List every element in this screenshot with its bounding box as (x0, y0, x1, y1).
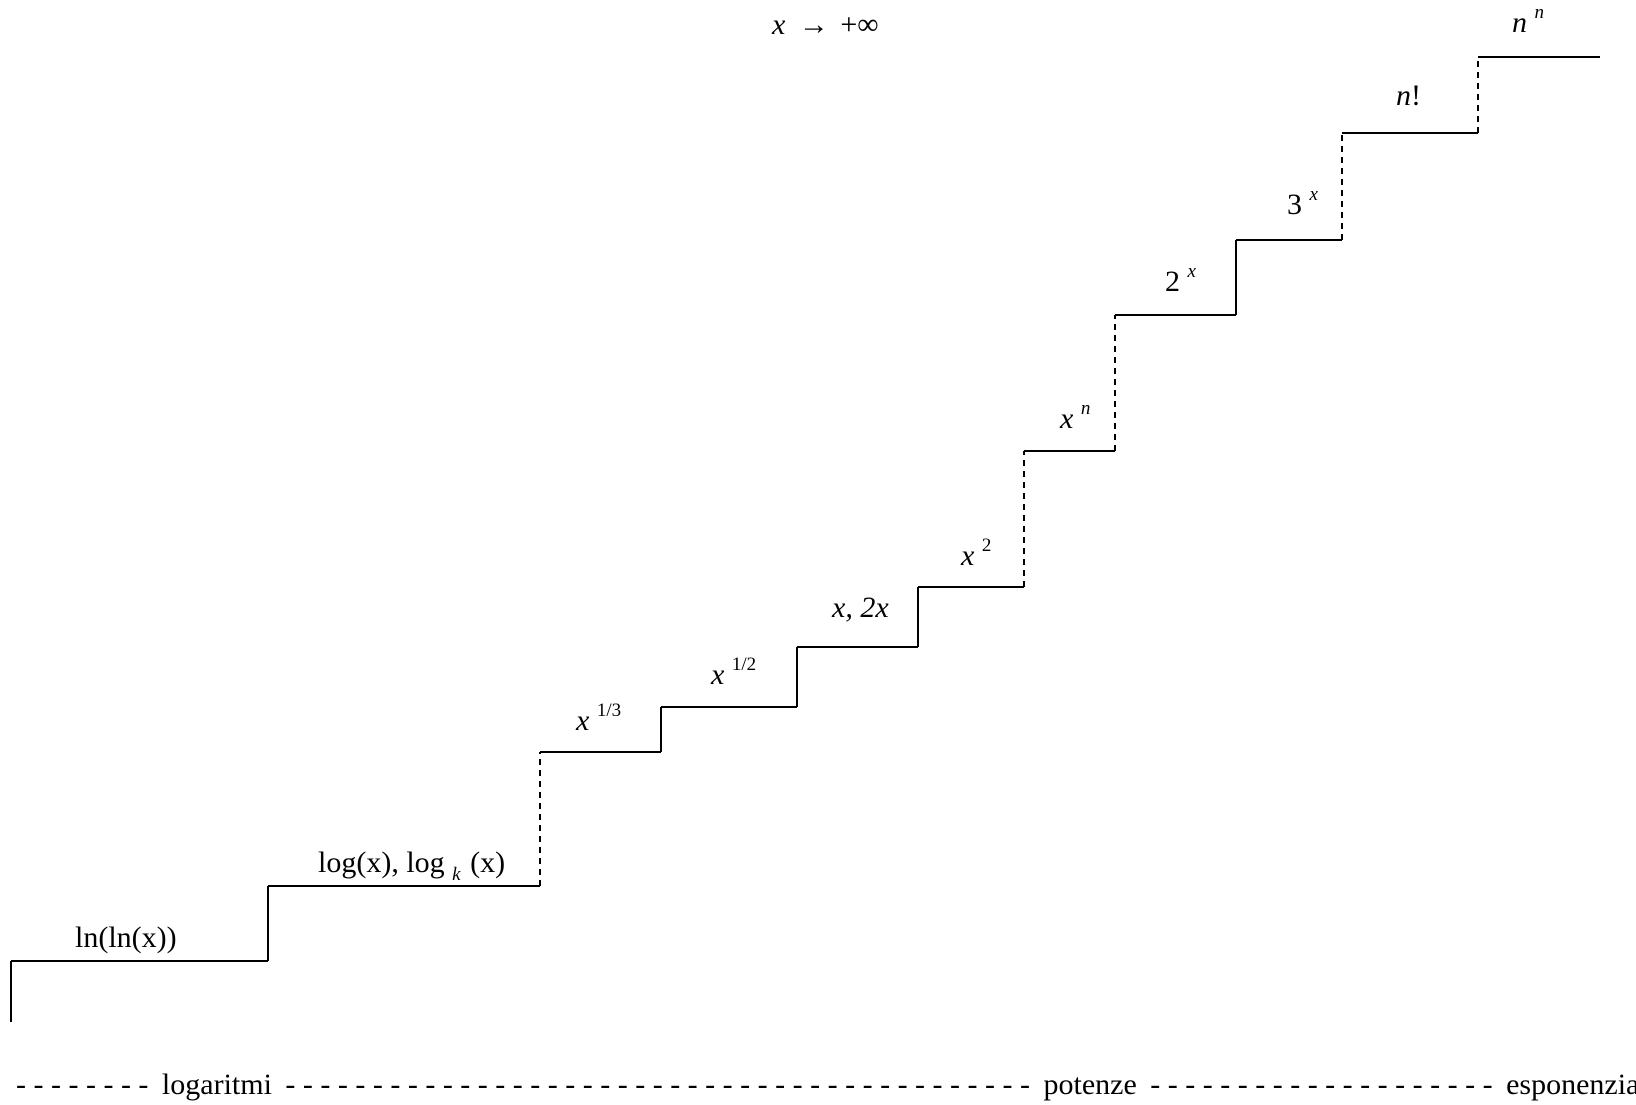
label-nfact-base: n (1396, 79, 1411, 112)
label-nn-base: n (1512, 6, 1527, 39)
label-log: log(x), log k (x) (318, 846, 505, 887)
label-x2-base: x (960, 539, 975, 572)
label-log-main: log(x), log (318, 846, 445, 879)
staircase (10, 56, 1600, 1022)
category-esponenziali: esponenziali (1506, 1068, 1636, 1101)
label-xn-base: x (1059, 402, 1074, 435)
limit-arrow: → (799, 8, 829, 41)
label-2x-exponent: x (1187, 261, 1197, 282)
limit-variable: x (771, 8, 786, 41)
label-2x-base: 2 (1165, 265, 1180, 298)
label-x13: x 1/3 (575, 700, 621, 737)
category-potenze: potenze (1044, 1068, 1137, 1101)
category-line: - - - - - - - - logaritmi - - - - - - - … (16, 1068, 1636, 1101)
label-log-subscript: k (452, 864, 461, 885)
label-3x-base: 3 (1287, 188, 1302, 221)
limit-target: +∞ (840, 8, 878, 41)
label-x2-exponent: 2 (982, 535, 992, 556)
label-x12-exponent: 1/2 (732, 654, 756, 675)
label-3x: 3 x (1287, 184, 1319, 221)
label-x2: x 2 (960, 535, 991, 572)
label-x12: x 1/2 (710, 654, 756, 691)
label-nfact: n! (1396, 79, 1421, 112)
label-lnln: ln(ln(x)) (75, 921, 177, 954)
category-dashes: - - - - - - - - (16, 1068, 148, 1101)
category-logaritmi: logaritmi (162, 1068, 272, 1101)
label-x13-exponent: 1/3 (597, 700, 621, 721)
label-nfact-tail: ! (1411, 79, 1421, 112)
category-dashes: - - - - - - - - - - - - - - - - - - - - (1150, 1068, 1492, 1101)
category-dashes: - - - - - - - - - - - - - - - - - - - - … (285, 1068, 1030, 1101)
label-nn-exponent: n (1535, 2, 1545, 23)
label-nn: n n (1512, 2, 1544, 39)
label-x12-base: x (710, 658, 725, 691)
label-log-tail: (x) (470, 846, 505, 879)
label-x2x: x, 2x (831, 591, 889, 624)
label-xn: x n (1059, 398, 1090, 435)
label-x13-base: x (575, 704, 590, 737)
label-3x-exponent: x (1309, 184, 1319, 205)
limit-header: x → +∞ (771, 8, 879, 41)
label-xn-exponent: n (1081, 398, 1091, 419)
label-2x: 2 x (1165, 261, 1197, 298)
